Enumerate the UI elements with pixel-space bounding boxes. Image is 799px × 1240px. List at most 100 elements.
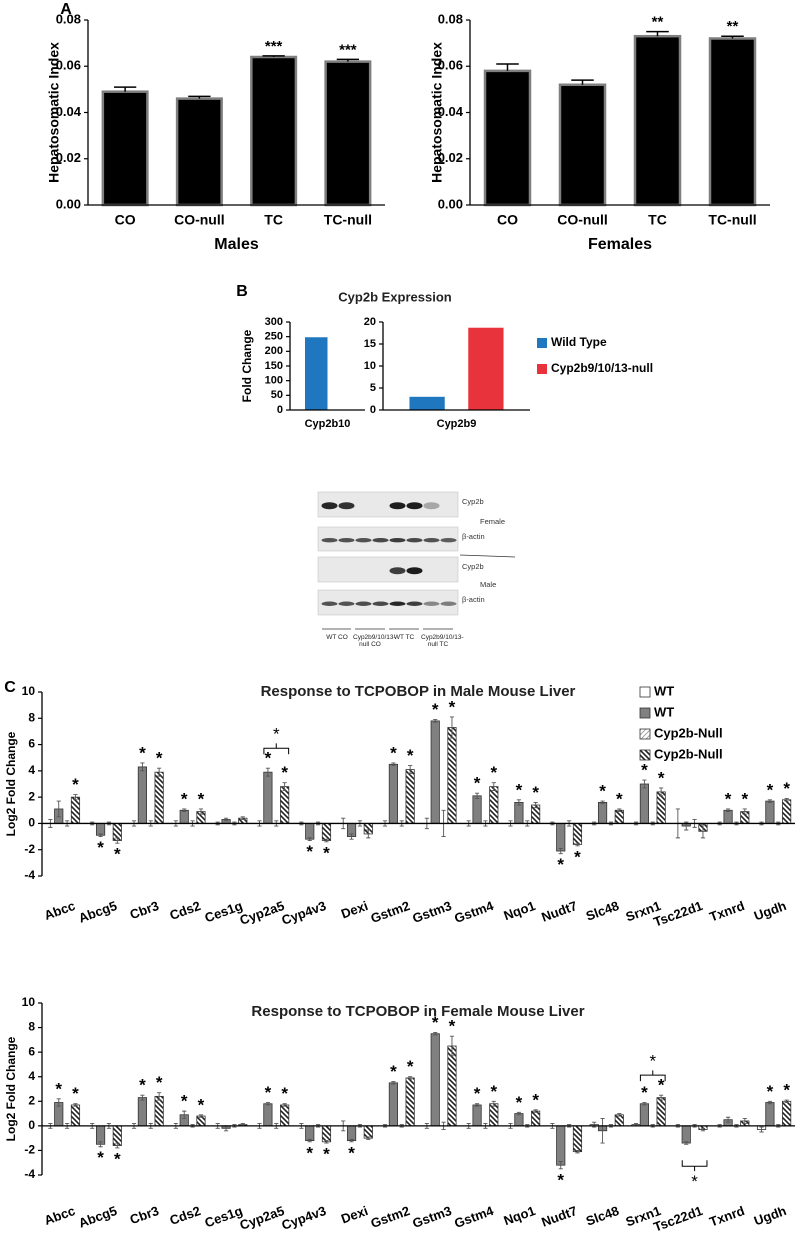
blot-band bbox=[440, 601, 457, 606]
blot-band bbox=[406, 502, 423, 510]
bar bbox=[468, 327, 504, 410]
y-tick-label: 6 bbox=[28, 1044, 35, 1058]
bar bbox=[430, 1033, 440, 1127]
x-tick-label: Abcg5 bbox=[76, 1203, 118, 1231]
x-tick-label: Cyp2b9 bbox=[437, 418, 477, 430]
blot-band bbox=[406, 538, 423, 543]
y-tick-label: 8 bbox=[28, 710, 35, 724]
error-bar bbox=[516, 1111, 521, 1116]
legend-label: Wild Type bbox=[551, 335, 607, 349]
error-bar bbox=[282, 782, 287, 792]
blot-band bbox=[389, 601, 406, 606]
error-bar bbox=[336, 58, 360, 62]
error-bar bbox=[115, 837, 120, 844]
significance-star: * bbox=[574, 847, 581, 866]
error-bar bbox=[725, 808, 731, 813]
error-bar bbox=[98, 833, 103, 838]
significance-star: * bbox=[265, 749, 272, 768]
significance-star: * bbox=[725, 789, 732, 808]
error-bar bbox=[98, 1141, 103, 1148]
y-axis-label: Log2 Fold Change bbox=[4, 1036, 18, 1141]
significance-star: * bbox=[198, 789, 205, 808]
x-tick-label: TC bbox=[264, 212, 283, 228]
x-tick-label: Dexi bbox=[339, 1203, 370, 1226]
error-bar bbox=[533, 801, 538, 809]
significance-star: * bbox=[741, 789, 748, 808]
error-bar bbox=[282, 1103, 287, 1107]
y-tick-label: 0.08 bbox=[56, 11, 81, 26]
error-bar bbox=[433, 719, 438, 723]
x-tick-label: Ces1g bbox=[203, 1203, 245, 1230]
significance-star: * bbox=[407, 746, 414, 765]
bar bbox=[656, 1097, 666, 1127]
significance-star: * bbox=[783, 1081, 790, 1100]
lane-label: Cyp2b9/10/13-null CO bbox=[353, 634, 396, 648]
error-bar bbox=[474, 792, 480, 799]
x-tick-label: Tsc22d1 bbox=[651, 898, 704, 930]
error-bar bbox=[265, 767, 270, 777]
y-tick-label: 5 bbox=[370, 382, 376, 394]
blot-band bbox=[321, 601, 338, 606]
significance-star: * bbox=[474, 774, 481, 793]
significance-star: * bbox=[641, 1083, 648, 1102]
significance-star: *** bbox=[265, 38, 283, 55]
bar bbox=[514, 1113, 524, 1127]
error-bar bbox=[533, 1109, 538, 1113]
bar bbox=[346, 1125, 357, 1142]
y-tick-label: 2 bbox=[28, 1093, 35, 1107]
y-tick-label: 8 bbox=[28, 1020, 35, 1034]
significance-star: * bbox=[641, 761, 648, 780]
x-tick-label: Abcc bbox=[42, 1203, 77, 1228]
x-tick-label: Slc48 bbox=[584, 898, 621, 924]
y-tick-label: 0.04 bbox=[438, 104, 464, 119]
error-bar bbox=[324, 1140, 329, 1144]
panel-label: B bbox=[236, 283, 248, 300]
significance-star: * bbox=[72, 1084, 79, 1103]
bar bbox=[633, 34, 682, 207]
significance-star: * bbox=[55, 1079, 62, 1098]
bar bbox=[250, 55, 298, 207]
blot-group-label: Male bbox=[480, 580, 496, 589]
error-bar bbox=[575, 1149, 580, 1154]
error-bar bbox=[491, 1100, 496, 1107]
error-bar bbox=[140, 762, 145, 772]
significance-star: * bbox=[616, 789, 623, 808]
error-bar bbox=[157, 1092, 162, 1101]
bar bbox=[95, 823, 106, 836]
error-bar bbox=[767, 799, 772, 803]
significance-star: * bbox=[390, 743, 397, 762]
error-bar bbox=[449, 716, 455, 739]
x-tick-label: Cyp4v3 bbox=[280, 1203, 329, 1233]
x-tick-label: Dexi bbox=[339, 898, 370, 921]
x-tick-label: CO bbox=[115, 212, 136, 228]
significance-star: * bbox=[490, 1082, 497, 1101]
bar bbox=[572, 823, 583, 845]
y-tick-label: 0.06 bbox=[56, 58, 81, 73]
x-tick-label: CO bbox=[497, 212, 518, 228]
x-tick-label: Tsc22d1 bbox=[651, 1203, 704, 1235]
y-axis-label: Hepatosomatic Index bbox=[429, 42, 445, 183]
bar bbox=[280, 786, 290, 824]
y-tick-label: 0.04 bbox=[56, 104, 82, 119]
significance-star: * bbox=[323, 843, 330, 862]
error-bar bbox=[408, 765, 413, 774]
significance-star: * bbox=[281, 1084, 288, 1103]
error-bar bbox=[684, 1141, 689, 1145]
significance-star: * bbox=[265, 1083, 272, 1102]
significance-star: * bbox=[181, 789, 188, 808]
bar bbox=[321, 1125, 332, 1143]
bar bbox=[305, 337, 328, 410]
bar bbox=[489, 1103, 499, 1127]
bar bbox=[597, 802, 608, 824]
bar bbox=[70, 796, 81, 824]
significance-star: * bbox=[557, 1170, 564, 1189]
y-tick-label: 4 bbox=[28, 1069, 35, 1083]
bar bbox=[656, 791, 666, 824]
bar bbox=[639, 1103, 649, 1127]
significance-star: * bbox=[407, 1057, 414, 1076]
bar bbox=[430, 720, 440, 824]
x-tick-label: Gstm4 bbox=[452, 898, 496, 926]
y-tick-label: 10 bbox=[364, 360, 376, 372]
significance-star: ** bbox=[727, 18, 739, 35]
lane-label: WT TC bbox=[393, 634, 415, 641]
